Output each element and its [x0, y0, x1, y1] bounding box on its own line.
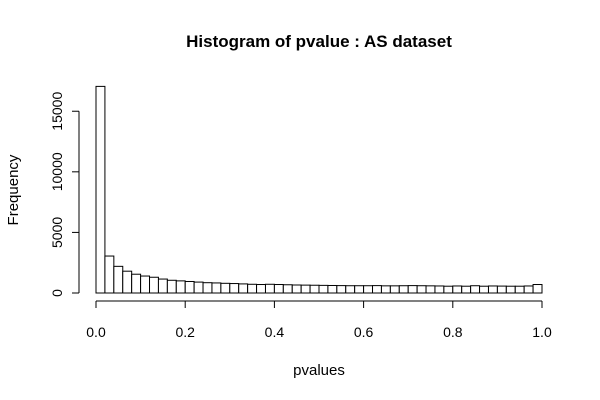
histogram-bar [372, 285, 382, 294]
histogram-bar [327, 284, 338, 294]
histogram-bar [247, 283, 258, 294]
histogram-bar [140, 275, 151, 294]
histogram-bar [184, 280, 195, 294]
x-tick-label: 0.6 [354, 324, 374, 340]
histogram-bar [318, 284, 329, 294]
histogram-bar [470, 285, 481, 294]
y-axis: 0 5000 10000 15000 [49, 92, 80, 297]
histogram-bar [104, 255, 115, 294]
y-tick-label: 5000 [49, 217, 65, 248]
x-tick-label: 0.2 [175, 324, 195, 340]
histogram-bar [113, 265, 124, 294]
histogram-bar [514, 285, 525, 294]
x-tick-label: 0.8 [443, 324, 463, 340]
histogram-bar [300, 284, 311, 294]
histogram-bar [149, 276, 159, 294]
x-tick-label: 0.0 [86, 324, 106, 340]
histogram-bar [175, 280, 186, 294]
histogram-bar [166, 279, 177, 294]
histogram-bar [336, 285, 347, 294]
histogram-bar [416, 285, 427, 294]
histogram-bar [238, 283, 249, 294]
histogram-bar [407, 285, 418, 294]
histogram-bar [157, 278, 168, 294]
histogram-bar [273, 284, 284, 294]
histogram-bar [487, 285, 498, 294]
histogram-bar [434, 285, 445, 294]
histogram-bar [398, 285, 409, 294]
histogram-bar [505, 285, 516, 294]
y-tick-label: 15000 [49, 92, 65, 131]
y-axis-label: Frequency [5, 154, 22, 225]
histogram-bar [389, 285, 400, 294]
y-tick-label: 0 [49, 289, 65, 297]
histogram-bar [229, 283, 240, 294]
histogram-bar [291, 284, 302, 294]
histogram-bar [220, 282, 231, 294]
histogram-bar [363, 285, 374, 294]
histogram-bar [282, 284, 293, 294]
histogram-bar [479, 285, 489, 294]
x-tick-label: 1.0 [532, 324, 552, 340]
histogram-bar [425, 285, 436, 294]
histogram-bar [461, 285, 472, 294]
histogram-bar [452, 285, 463, 294]
histogram-bar [532, 284, 543, 294]
y-tick-label: 10000 [49, 152, 65, 191]
x-axis: 0.0 0.2 0.4 0.6 0.8 1.0 [86, 300, 552, 340]
histogram-bar [256, 284, 266, 294]
chart-title: Histogram of pvalue : AS dataset [186, 32, 452, 51]
histogram-bar [496, 285, 507, 294]
x-axis-label: pvalues [293, 362, 345, 379]
histogram-bar [193, 281, 204, 294]
histogram-bar [309, 284, 320, 294]
x-tick-label: 0.4 [265, 324, 285, 340]
histogram-bar [264, 283, 275, 294]
histogram-bar [131, 273, 142, 294]
histogram-bar [211, 282, 222, 294]
histogram-bar [202, 282, 213, 294]
histogram-bar [443, 285, 454, 294]
histogram-bar [354, 285, 365, 294]
histogram-bar [345, 285, 356, 294]
histogram-bar [380, 285, 391, 294]
histogram-bar [95, 85, 106, 294]
histogram-bar [523, 285, 534, 294]
histogram-bar [122, 270, 133, 294]
bar-group [95, 85, 543, 294]
